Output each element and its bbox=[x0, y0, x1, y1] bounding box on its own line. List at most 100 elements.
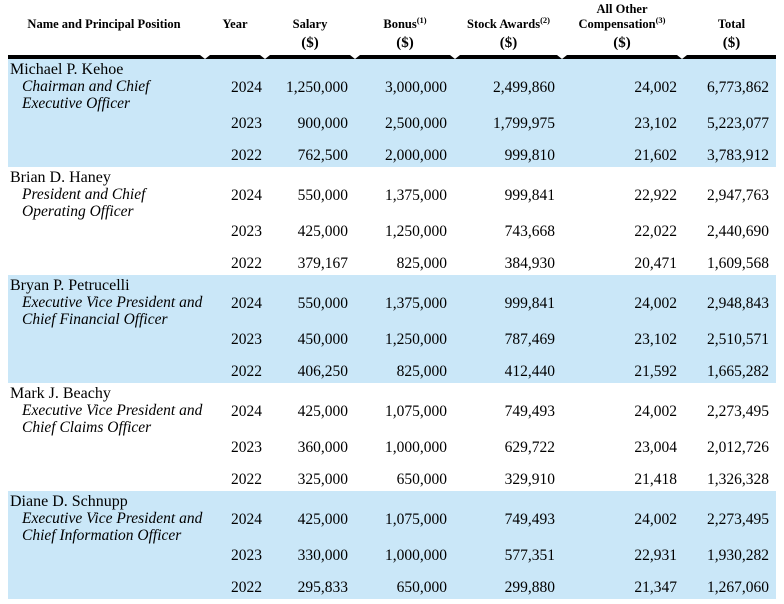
year-cell: 2022 bbox=[231, 579, 262, 596]
other-compensation-cell: 21,602 bbox=[634, 147, 677, 164]
total-cell: 2,510,571 bbox=[707, 331, 769, 348]
salary-cell: 450,000 bbox=[297, 331, 348, 348]
year-cell: 2023 bbox=[231, 439, 262, 456]
column-label: Salary bbox=[292, 17, 328, 31]
stock-awards-cell: 1,799,975 bbox=[493, 115, 555, 132]
stock-awards-cell: 787,469 bbox=[504, 331, 555, 348]
column-header-stock-awards: Stock Awards(2) ($) bbox=[455, 0, 562, 59]
executive-title: President and Chief Operating Officer bbox=[10, 186, 205, 220]
other-compensation-cell: 23,102 bbox=[634, 115, 677, 132]
stock-awards-cell: 329,910 bbox=[504, 471, 555, 488]
other-compensation-cell: 24,002 bbox=[634, 511, 677, 528]
year-cell: 2022 bbox=[231, 363, 262, 380]
column-unit: ($) bbox=[722, 35, 741, 51]
stock-awards-cell: 999,841 bbox=[504, 187, 555, 204]
salary-cell: 295,833 bbox=[297, 579, 348, 596]
year-cell: 2022 bbox=[231, 255, 262, 272]
column-header-bonus: Bonus(1) ($) bbox=[355, 0, 455, 59]
salary-cell: 379,167 bbox=[297, 255, 348, 272]
other-compensation-cell: 24,002 bbox=[634, 403, 677, 420]
footnote-ref: (1) bbox=[416, 14, 427, 25]
header-row: Name and Principal Position Year Salary … bbox=[8, 0, 776, 59]
executive-name: Michael P. Kehoe bbox=[10, 61, 124, 78]
bonus-cell: 2,000,000 bbox=[385, 147, 447, 164]
salary-cell: 360,000 bbox=[297, 439, 348, 456]
salary-cell: 900,000 bbox=[297, 115, 348, 132]
total-cell: 2,440,690 bbox=[707, 223, 769, 240]
other-compensation-cell: 24,002 bbox=[634, 79, 677, 96]
executive-name: Mark J. Beachy bbox=[10, 385, 111, 402]
bonus-cell: 650,000 bbox=[396, 579, 447, 596]
executive-title: Executive Vice President and Chief Finan… bbox=[10, 294, 205, 328]
name-cell: Mark J. Beachy Executive Vice President … bbox=[8, 383, 205, 491]
executive-name: Bryan P. Petrucelli bbox=[10, 277, 130, 294]
bonus-cell: 1,250,000 bbox=[385, 331, 447, 348]
bonus-cell: 825,000 bbox=[396, 255, 447, 272]
stock-awards-cell: 412,440 bbox=[504, 363, 555, 380]
salary-cell: 762,500 bbox=[297, 147, 348, 164]
bonus-cell: 1,075,000 bbox=[385, 511, 447, 528]
stock-awards-cell: 743,668 bbox=[504, 223, 555, 240]
stock-awards-cell: 299,880 bbox=[504, 579, 555, 596]
executive-name: Brian D. Haney bbox=[10, 169, 111, 186]
total-cell: 2,012,726 bbox=[707, 439, 769, 456]
title-line: Executive Officer bbox=[22, 95, 131, 112]
salary-cell: 550,000 bbox=[297, 187, 348, 204]
other-compensation-cell: 24,002 bbox=[634, 295, 677, 312]
footnote-ref: (3) bbox=[655, 14, 666, 25]
name-cell: Brian D. Haney President and Chief Opera… bbox=[8, 167, 205, 275]
column-header-total: Total ($) bbox=[682, 0, 776, 59]
year-cell: 2023 bbox=[231, 331, 262, 348]
title-line: Executive Vice President and bbox=[22, 402, 203, 419]
comp-row: 2023 425,000 1,250,000 743,668 22,022 2,… bbox=[8, 215, 776, 249]
comp-row: Bryan P. Petrucelli Executive Vice Presi… bbox=[8, 275, 776, 328]
executive-title: Executive Vice President and Chief Infor… bbox=[10, 510, 205, 544]
salary-cell: 406,250 bbox=[297, 363, 348, 380]
column-unit: ($) bbox=[499, 35, 518, 51]
total-cell: 2,273,495 bbox=[707, 511, 769, 528]
table-header: Name and Principal Position Year Salary … bbox=[8, 0, 776, 59]
column-unit: ($) bbox=[396, 35, 414, 51]
year-cell: 2024 bbox=[231, 79, 262, 96]
executive-title: Executive Vice President and Chief Claim… bbox=[10, 402, 205, 436]
total-cell: 1,326,328 bbox=[707, 471, 769, 488]
bonus-cell: 825,000 bbox=[396, 363, 447, 380]
stock-awards-cell: 749,493 bbox=[504, 511, 555, 528]
other-compensation-cell: 21,592 bbox=[634, 363, 677, 380]
salary-cell: 325,000 bbox=[297, 471, 348, 488]
bonus-cell: 1,375,000 bbox=[385, 295, 447, 312]
column-header-name: Name and Principal Position bbox=[8, 0, 205, 59]
stock-awards-cell: 2,499,860 bbox=[493, 79, 555, 96]
stock-awards-cell: 749,493 bbox=[504, 403, 555, 420]
column-label: Bonus bbox=[383, 17, 417, 31]
column-label: Total bbox=[717, 17, 746, 31]
name-cell: Diane D. Schnupp Executive Vice Presiden… bbox=[8, 491, 205, 599]
bonus-cell: 1,075,000 bbox=[385, 403, 447, 420]
year-cell: 2022 bbox=[231, 471, 262, 488]
title-line: Chairman and Chief bbox=[22, 78, 150, 95]
total-cell: 6,773,862 bbox=[707, 79, 769, 96]
column-header-salary: Salary ($) bbox=[265, 0, 355, 59]
year-cell: 2023 bbox=[231, 547, 262, 564]
year-cell: 2024 bbox=[231, 403, 262, 420]
column-label: Stock Awards bbox=[467, 17, 541, 31]
bonus-cell: 1,250,000 bbox=[385, 223, 447, 240]
stock-awards-cell: 629,722 bbox=[504, 439, 555, 456]
title-line: President and Chief bbox=[22, 186, 146, 203]
comp-row: Diane D. Schnupp Executive Vice Presiden… bbox=[8, 491, 776, 544]
salary-cell: 550,000 bbox=[297, 295, 348, 312]
title-line: Executive Vice President and bbox=[22, 510, 203, 527]
bonus-cell: 1,000,000 bbox=[385, 547, 447, 564]
comp-row: Mark J. Beachy Executive Vice President … bbox=[8, 383, 776, 436]
title-line: Operating Officer bbox=[22, 203, 134, 220]
total-cell: 2,948,843 bbox=[707, 295, 769, 312]
total-cell: 1,609,568 bbox=[707, 255, 769, 272]
column-header-all-other-compensation: All Other Compensation(3) ($) bbox=[562, 0, 682, 59]
total-cell: 5,223,077 bbox=[707, 115, 769, 132]
stock-awards-cell: 999,841 bbox=[504, 295, 555, 312]
total-cell: 2,273,495 bbox=[707, 403, 769, 420]
name-cell: Michael P. Kehoe Chairman and Chief Exec… bbox=[8, 59, 205, 167]
year-cell: 2024 bbox=[231, 187, 262, 204]
other-compensation-cell: 23,102 bbox=[634, 331, 677, 348]
column-unit: ($) bbox=[301, 35, 319, 51]
